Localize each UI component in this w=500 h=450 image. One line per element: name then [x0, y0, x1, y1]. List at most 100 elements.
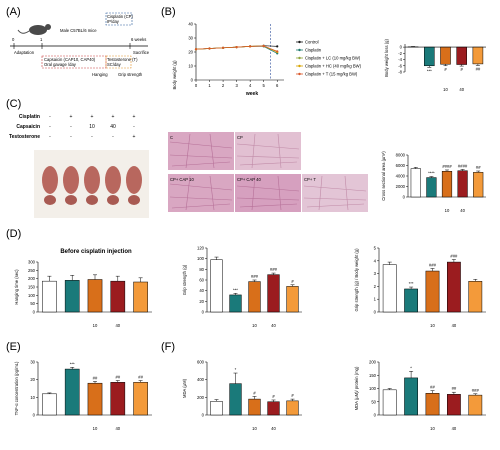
significance-label: ### — [270, 267, 278, 272]
row-cell-capsaicin: 40 — [115, 426, 120, 431]
photo-row-label-capsaicin: Capsaicin — [16, 124, 40, 130]
significance-label: *** — [409, 281, 414, 286]
bw-ytick-label: 0 — [191, 78, 194, 83]
y-axis-label: MDA (µM) — [182, 378, 187, 398]
ytick-label: 10 — [30, 395, 35, 400]
bar — [410, 168, 421, 198]
ytick-label: 60 — [199, 278, 204, 283]
significance-label: *** — [70, 361, 75, 366]
hanging-label: Hanging — [92, 72, 108, 77]
bar — [424, 46, 435, 67]
bar — [425, 270, 440, 313]
bar — [42, 393, 57, 416]
ytick-label: 150 — [369, 373, 377, 378]
ytick-label: 80 — [199, 267, 204, 272]
bar — [133, 281, 148, 313]
bar — [248, 281, 261, 313]
ytick-label: 0 — [374, 310, 377, 315]
photo-row-cell-capsaicin: - — [49, 124, 51, 130]
legend-hc: Cisplatin + HC (40 mg/kg BW) — [305, 64, 362, 69]
sacrifice-label: Sacrifice — [133, 50, 150, 55]
ytick-label: 120 — [197, 246, 205, 251]
photo-row-cell-capsaicin: - — [133, 124, 135, 130]
bw-point — [249, 45, 252, 48]
significance-label: ### — [450, 254, 458, 259]
cisplatin-box — [105, 12, 133, 26]
csa-chart: 0 2000 4000 6000 8000 Cross sectional area (µ… — [381, 151, 486, 213]
bw-xtick-label: 3 — [235, 83, 238, 88]
cisplatin-ip-label: IP/day — [107, 19, 120, 24]
ytick-label: 100 — [197, 256, 205, 261]
micrograph-cp-label: CP — [237, 135, 243, 140]
significance-label: # — [291, 279, 294, 284]
panel-e-letter: (E) — [6, 341, 21, 353]
bar — [382, 389, 397, 416]
bw-axes: 0 10 20 30 40 0 1 2 3 4 5 6 — [188, 22, 284, 88]
bw-xtick-label: 4 — [249, 83, 252, 88]
photo-row-cell-testosterone: - — [91, 134, 93, 140]
significance-label: *** — [233, 287, 238, 292]
bar — [425, 393, 440, 416]
ytick-label: 1 — [374, 297, 377, 302]
bar — [468, 281, 483, 313]
ytick-label: 40 — [199, 288, 204, 293]
row-cell-capsaicin: 10 — [252, 426, 257, 431]
legend-item: Cisplatin — [296, 48, 322, 53]
bar — [472, 46, 484, 65]
bar — [447, 394, 461, 416]
significance-label: * — [235, 367, 237, 372]
row-cell-capsaicin: 40 — [271, 426, 276, 431]
row-cell-capsaicin: 10 — [93, 323, 98, 328]
row-cell-capsaicin: 40 — [460, 208, 465, 213]
ytick-label: -4 — [398, 57, 402, 62]
bw-point — [208, 47, 211, 50]
significance-label: ## — [476, 66, 481, 71]
ytick-label: 50 — [371, 399, 376, 404]
ytick-label: 3 — [374, 271, 377, 276]
mouse-label: Male C57BL/6 mice — [60, 28, 97, 33]
row-cell-capsaicin: 40 — [452, 426, 457, 431]
bw-ytick-label: 20 — [188, 50, 193, 55]
micrograph: CP — [235, 132, 301, 170]
legend-lc: Cisplatin + LC (10 mg/kg BW) — [305, 56, 361, 61]
bw-ytick-label: 40 — [188, 22, 193, 27]
row-cell-capsaicin: 10 — [430, 323, 435, 328]
bar — [382, 264, 397, 313]
bw-ylabel: Body weight (g) — [172, 60, 177, 90]
bw-legend: Control Cisplatin Cisplatin + LC (10 mg/… — [296, 40, 362, 77]
ytick-label: 2 — [374, 284, 377, 289]
micrograph: CP+ T — [302, 174, 368, 212]
bar — [286, 286, 299, 313]
bw-point — [262, 44, 265, 48]
bar — [64, 280, 80, 313]
y-axis-label: TNF-α concentration (pg/mL) — [14, 361, 19, 415]
micrograph: CP+ CAP 10 — [168, 174, 234, 212]
ytick-label: 50 — [30, 301, 35, 306]
bw-xtick-label: 2 — [222, 83, 225, 88]
y-axis-label: MDA (µM)/ protein (mg) — [354, 366, 359, 410]
photo-treatment-table: Cisplatin - + + + + Capsaicin - - 10 40 - Testostero… — [9, 114, 136, 140]
ytick-label: 0 — [33, 310, 36, 315]
panel-f-letter: (F) — [161, 341, 175, 353]
ytick-label: 5 — [374, 246, 377, 251]
photo-row-cell-cisplatin: + — [133, 114, 136, 120]
bar — [457, 170, 468, 198]
photo-row-cell-capsaicin: 10 — [89, 124, 95, 130]
panel-a-timeline: Male C57BL/6 mice 0 1 6 weeks Adaptation… — [10, 12, 150, 77]
legend-item: Cisplatin + T (15 mg/kg BW) — [296, 72, 358, 77]
row-cell-capsaicin: 10 — [252, 323, 257, 328]
row-cell-capsaicin: 40 — [271, 323, 276, 328]
adaptation-label: Adaptation — [14, 50, 35, 55]
significance-label: * — [410, 365, 412, 370]
panel-a-letter: (A) — [6, 6, 21, 18]
bar — [473, 172, 484, 198]
legend-t: Cisplatin + T (15 mg/kg BW) — [305, 72, 358, 77]
micrograph-cap40-label: CP+ CAP 40 — [237, 177, 261, 182]
significance-label: # — [461, 67, 464, 72]
significance-label: # — [444, 67, 447, 72]
significance-label: ## — [93, 375, 98, 380]
micrograph: C — [168, 132, 234, 170]
